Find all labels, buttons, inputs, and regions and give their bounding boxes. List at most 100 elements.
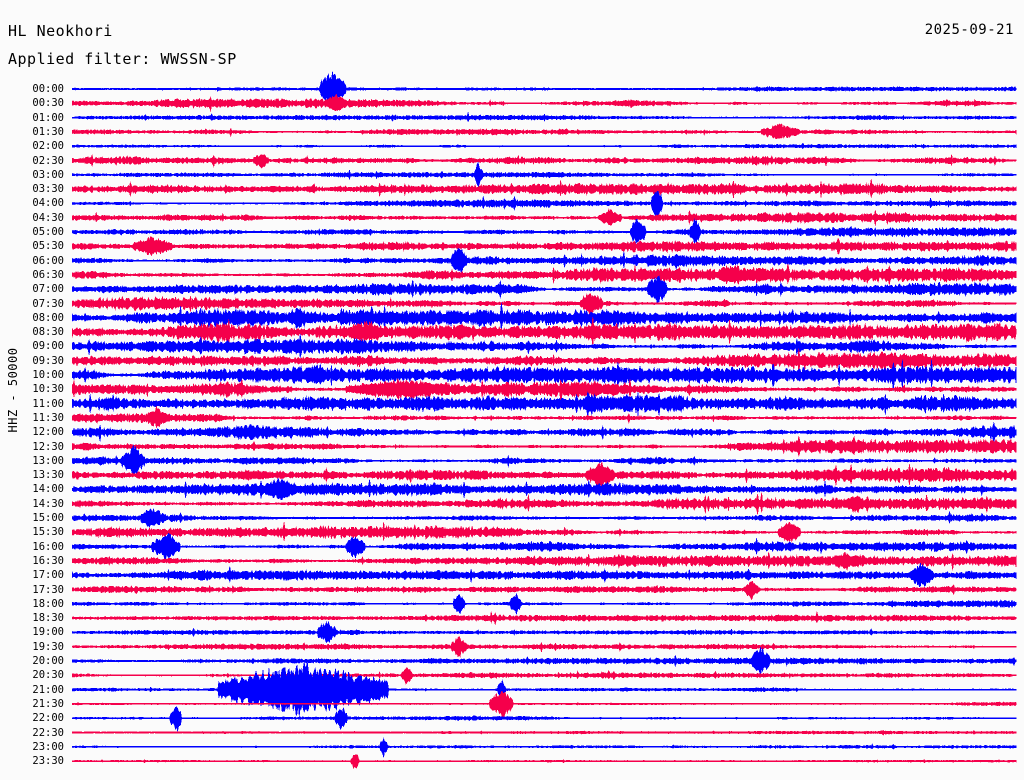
time-tick-label: 23:30 <box>32 755 64 768</box>
seismic-trace <box>71 236 1017 257</box>
seismic-trace <box>71 690 1017 720</box>
seismic-trace <box>71 706 1017 732</box>
time-tick-label: 19:30 <box>32 640 64 653</box>
seismic-trace <box>71 142 1017 150</box>
seismic-trace <box>71 405 1017 429</box>
seismic-trace <box>71 422 1017 445</box>
time-tick-label: 21:30 <box>32 697 64 710</box>
seismic-trace <box>71 153 1017 169</box>
time-tick-label: 12:00 <box>32 426 64 439</box>
time-tick-label: 09:00 <box>32 340 64 353</box>
time-tick-label: 03:30 <box>32 183 64 196</box>
time-tick-label: 16:00 <box>32 540 64 553</box>
time-tick-label: 05:00 <box>32 226 64 238</box>
applied-filter-label: Applied filter: WWSSN-SP <box>8 50 237 68</box>
seismic-trace <box>71 754 1017 769</box>
time-tick-label: 08:00 <box>32 311 64 324</box>
time-tick-label: 15:30 <box>32 526 64 539</box>
record-date: 2025-09-21 <box>924 22 1014 38</box>
time-tick-label: 04:00 <box>32 197 64 210</box>
seismic-trace <box>71 521 1017 543</box>
time-tick-label: 10:00 <box>32 369 64 381</box>
time-tick-label: 19:00 <box>32 626 64 639</box>
seismic-trace <box>71 592 1017 616</box>
time-tick-label: 18:30 <box>32 612 64 625</box>
time-tick-label: 01:00 <box>32 111 64 124</box>
seismic-trace <box>71 444 1017 478</box>
time-tick-label: 04:30 <box>32 211 64 224</box>
seismic-trace <box>71 161 1017 187</box>
time-tick-label: 22:00 <box>32 712 64 725</box>
seismic-trace <box>71 71 1017 109</box>
time-tick-label: 00:00 <box>32 83 64 95</box>
seismic-trace <box>71 532 1017 562</box>
time-tick-label: 00:30 <box>32 97 64 110</box>
time-tick-label: 12:30 <box>32 440 64 453</box>
seismic-trace <box>71 218 1017 245</box>
seismic-trace <box>71 635 1017 658</box>
seismic-trace <box>71 208 1017 226</box>
time-tick-label: 22:30 <box>32 726 64 739</box>
time-tick-label: 05:30 <box>32 240 64 253</box>
time-tick-label: 21:00 <box>32 683 64 696</box>
time-tick-label: 17:30 <box>32 583 64 596</box>
seismic-trace <box>71 123 1017 140</box>
seismic-trace <box>71 610 1017 625</box>
seismic-trace <box>71 93 1017 112</box>
time-tick-label: 18:00 <box>32 597 64 610</box>
time-tick-label: 23:00 <box>32 740 64 753</box>
seismic-trace <box>71 508 1017 528</box>
seismic-trace <box>71 660 1017 717</box>
seismic-trace <box>71 275 1017 305</box>
time-tick-label: 13:30 <box>32 469 64 482</box>
time-tick-label: 16:30 <box>32 554 64 567</box>
time-tick-labels: 00:00 00:30 01:00 01:30 02:00 02:30 03:00 03:30… <box>0 0 68 780</box>
page-title: HL Neokhori <box>8 22 113 40</box>
seismic-trace <box>71 263 1017 285</box>
time-tick-label: 10:30 <box>32 383 64 396</box>
seismic-trace <box>71 551 1017 572</box>
seismic-trace <box>71 667 1017 685</box>
time-tick-label: 07:00 <box>32 283 64 296</box>
time-tick-label: 09:30 <box>32 354 64 367</box>
seismic-trace <box>71 461 1017 488</box>
time-tick-label: 13:00 <box>32 454 64 467</box>
seismic-trace <box>71 316 1017 346</box>
seismic-trace <box>71 435 1017 457</box>
time-tick-label: 17:00 <box>32 569 64 582</box>
time-tick-label: 20:30 <box>32 669 64 682</box>
time-tick-label: 02:30 <box>32 154 64 167</box>
time-tick-label: 06:30 <box>32 268 64 281</box>
time-tick-label: 20:00 <box>32 655 64 667</box>
seismic-trace <box>71 580 1017 601</box>
seismic-trace <box>71 620 1017 644</box>
seismic-trace <box>71 477 1017 501</box>
time-tick-label: 03:00 <box>32 168 64 181</box>
seismic-trace <box>71 179 1017 199</box>
seismic-trace <box>71 334 1017 358</box>
seismic-trace <box>71 729 1017 736</box>
seismic-trace <box>71 492 1017 515</box>
time-tick-label: 11:30 <box>32 411 64 424</box>
time-tick-label: 11:00 <box>32 397 64 410</box>
seismic-trace <box>71 562 1017 588</box>
seismic-trace <box>71 378 1017 401</box>
seismic-trace <box>71 348 1017 375</box>
seismic-trace <box>71 359 1017 392</box>
seismic-trace <box>71 111 1017 123</box>
time-tick-label: 14:30 <box>32 497 64 510</box>
time-tick-label: 07:30 <box>32 297 64 310</box>
time-tick-label: 02:00 <box>32 140 64 153</box>
seismic-trace <box>71 302 1017 333</box>
time-tick-label: 06:00 <box>32 254 64 267</box>
time-tick-label: 08:30 <box>32 326 64 339</box>
seismic-trace <box>71 293 1017 317</box>
seismic-trace <box>71 647 1017 676</box>
seismic-trace <box>71 190 1017 219</box>
seismic-trace <box>71 248 1017 273</box>
time-tick-label: 14:00 <box>32 483 64 496</box>
time-tick-label: 01:30 <box>32 125 64 138</box>
